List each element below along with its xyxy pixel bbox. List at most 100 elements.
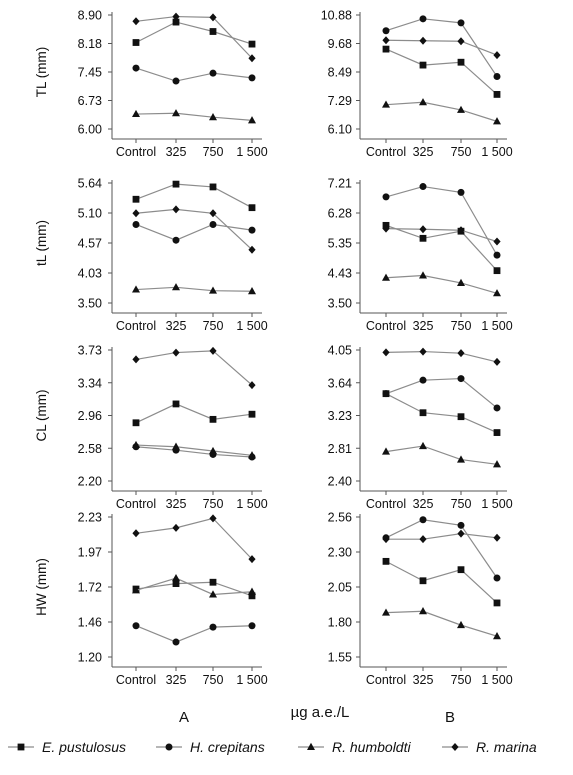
- x-tick-label: Control: [116, 673, 156, 687]
- legend-marker-triangle: [307, 742, 315, 750]
- x-tick-label: 1 500: [481, 145, 512, 159]
- y-tick-label: 3.73: [78, 344, 102, 358]
- series-line: [385, 274, 498, 294]
- y-tick-label: 2.40: [328, 475, 352, 489]
- data-point: [132, 39, 140, 46]
- data-point: [248, 622, 256, 630]
- x-tick-label: Control: [366, 145, 406, 159]
- series-line: [135, 183, 253, 209]
- series-line: [135, 112, 253, 121]
- data-point: [493, 460, 501, 468]
- series-line: [385, 101, 498, 122]
- data-point: [209, 183, 217, 191]
- data-point: [419, 183, 427, 191]
- series-h-crepitans: [382, 183, 501, 259]
- data-point: [209, 446, 217, 455]
- series-h-crepitans: [132, 622, 256, 646]
- column-label-b: B: [445, 709, 455, 726]
- data-point: [457, 566, 465, 574]
- x-tick-label: Control: [366, 497, 406, 511]
- data-point: [132, 285, 140, 293]
- y-tick-label: 1.80: [328, 616, 352, 630]
- series-r-marina: [382, 224, 501, 246]
- data-point: [493, 632, 501, 640]
- series-line: [385, 39, 498, 56]
- y-tick-label: 1.97: [78, 546, 102, 560]
- data-point: [248, 410, 256, 418]
- y-tick-label: 4.57: [78, 237, 102, 251]
- x-tick-label: 325: [166, 497, 187, 511]
- data-point: [457, 58, 465, 66]
- data-point: [419, 441, 427, 450]
- y-tick-label: 10.88: [321, 9, 352, 23]
- y-tick-label: 2.05: [328, 581, 352, 595]
- y-tick-label: 5.10: [78, 207, 102, 221]
- data-point: [382, 193, 390, 201]
- data-point: [419, 347, 427, 356]
- series-r-humboldti: [382, 98, 501, 125]
- y-tick-label: 3.50: [328, 297, 352, 311]
- data-point: [457, 521, 465, 529]
- data-point: [419, 234, 427, 242]
- y-tick-label: 1.72: [78, 581, 102, 595]
- data-point: [248, 74, 256, 82]
- series-line: [385, 560, 498, 604]
- panel-8: 1.55 1.80 2.05 2.30 2.56 Control 325 750 1 500: [328, 511, 513, 688]
- y-tick-label: 4.43: [328, 267, 352, 281]
- data-point: [209, 514, 217, 523]
- data-point: [457, 455, 465, 463]
- data-point: [172, 180, 180, 188]
- legend-marker-diamond: [451, 743, 459, 751]
- data-point: [419, 36, 427, 45]
- series-line: [135, 350, 253, 386]
- data-point: [457, 620, 465, 629]
- series-line: [385, 393, 498, 434]
- series-r-marina: [382, 529, 501, 544]
- panel-7: 1.20 1.46 1.72 1.97 2.23 Control 325 750 1 500 HW…: [34, 511, 268, 688]
- x-tick-label: 750: [203, 497, 224, 511]
- data-point: [382, 27, 390, 35]
- data-point: [172, 348, 180, 357]
- data-point: [248, 245, 256, 254]
- series-h-crepitans: [132, 220, 256, 244]
- y-tick-label: 2.30: [328, 546, 352, 560]
- y-tick-label: 2.96: [78, 409, 102, 423]
- y-tick-label: 3.23: [328, 409, 352, 423]
- y-tick-label: 6.73: [78, 94, 102, 108]
- data-point: [493, 429, 501, 436]
- data-point: [132, 622, 140, 630]
- data-point: [132, 64, 140, 72]
- data-point: [493, 117, 501, 125]
- y-tick-label: 3.34: [78, 376, 102, 390]
- data-point: [248, 116, 256, 124]
- data-point: [172, 442, 180, 450]
- data-point: [419, 271, 427, 279]
- data-point: [248, 226, 256, 234]
- panel-6: 2.40 2.81 3.23 3.64 4.05 Control 325 750 1 500: [328, 344, 513, 512]
- x-tick-label: Control: [116, 319, 156, 333]
- y-tick-label: 1.46: [78, 616, 102, 630]
- data-point: [209, 209, 217, 218]
- y-tick-label: 5.35: [328, 237, 352, 251]
- data-point: [493, 574, 501, 582]
- data-point: [248, 587, 256, 595]
- data-point: [209, 220, 217, 228]
- data-point: [382, 608, 390, 616]
- legend-label: E. pustulosus: [42, 739, 126, 755]
- panel-4: 3.50 4.43 5.35 6.28 7.21 Control 325 750 1 500: [328, 177, 513, 334]
- series-h-crepitans: [382, 516, 501, 582]
- data-point: [209, 69, 217, 77]
- series-r-marina: [382, 36, 501, 60]
- series-line: [135, 208, 253, 251]
- y-tick-label: 2.58: [78, 442, 102, 456]
- x-tick-label: 750: [451, 673, 472, 687]
- series-line: [385, 445, 498, 465]
- data-point: [382, 557, 390, 565]
- series-r-marina: [132, 205, 256, 254]
- y-tick-label: 8.49: [328, 66, 352, 80]
- data-point: [493, 404, 501, 412]
- data-point: [172, 283, 180, 291]
- data-point: [172, 580, 180, 588]
- x-tick-label: Control: [116, 145, 156, 159]
- x-tick-label: 325: [413, 497, 434, 511]
